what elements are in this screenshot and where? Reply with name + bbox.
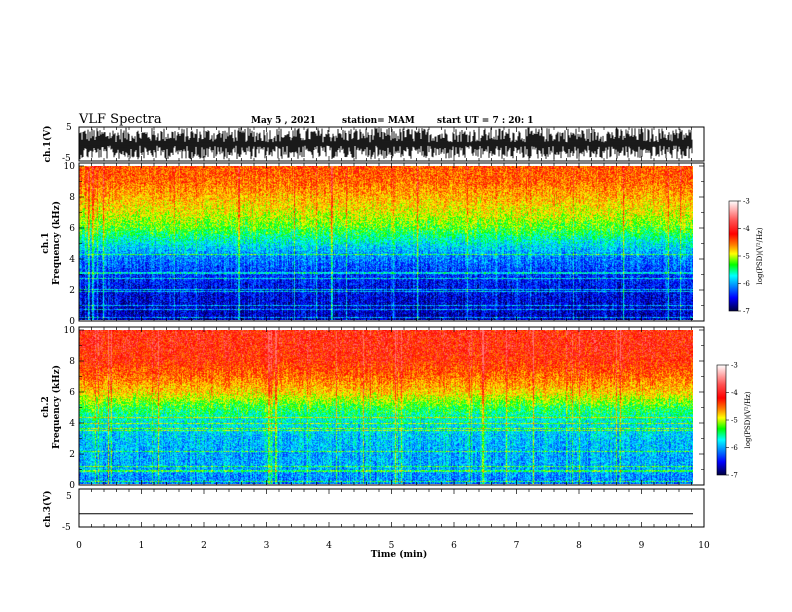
y-tick-label: 4 <box>69 255 75 265</box>
station-label: station= MAM <box>342 116 415 126</box>
y-tick-label: 10 <box>64 326 76 336</box>
colorbar-tick-label: -4 <box>743 225 750 233</box>
colorbar-tick-label: -7 <box>731 472 738 480</box>
ch2-spectrogram-panel: 0 2 4 6 8 10 ch.2 Frequency (kHz) <box>41 326 705 491</box>
ch1-waveform-ylabel: ch.1(V) <box>42 126 53 163</box>
ch3-waveform-ylabel: ch.3(V) <box>42 491 53 528</box>
colorbar-tick-label: -7 <box>743 308 750 316</box>
x-tick-label: 9 <box>639 541 645 551</box>
ch3-waveform-frame <box>78 488 705 528</box>
time-axis-ticks <box>78 127 705 527</box>
time-axis-title: Time (min) <box>371 549 428 560</box>
x-tick-label: 4 <box>326 541 332 551</box>
x-tick-label: 3 <box>264 541 270 551</box>
x-tick-label: 8 <box>576 541 582 551</box>
colorbar-tick-label: -6 <box>731 444 738 452</box>
date-label: May 5 , 2021 <box>251 116 316 126</box>
ch1-colorbar-ticks: -3 -4 -5 -6 -7 <box>738 198 750 316</box>
ch1-colorbar-gradient <box>729 201 738 311</box>
colorbar-tick-label: -3 <box>743 198 750 206</box>
y-tick-label: 6 <box>69 388 75 398</box>
colorbar-tick-label: -3 <box>731 362 738 370</box>
ch1-spectrogram-ylabel-channel: ch.1 <box>41 232 51 253</box>
y-tick-label: 4 <box>69 419 75 429</box>
ch2-spectrogram-image <box>79 330 693 484</box>
ch2-colorbar: -3 -4 -5 -6 -7 log(PSD)(V²/Hz) <box>716 362 752 480</box>
ch2-spectrogram-yticks: 0 2 4 6 8 10 <box>64 326 704 491</box>
ch1-ytick-top: 5 <box>66 123 72 133</box>
time-axis-labels: 0 1 2 3 4 5 6 7 8 9 10 <box>76 541 710 551</box>
ch1-colorbar: -3 -4 -5 -6 -7 log(PSD)(V²/Hz) <box>728 198 764 316</box>
ch2-colorbar-label: log(PSD)(V²/Hz) <box>744 391 752 448</box>
ch1-spectrogram-panel: 0 2 4 6 8 10 ch.1 Frequency (kHz) <box>41 162 705 327</box>
figure-title: VLF Spectra <box>78 112 162 127</box>
y-tick-label: 6 <box>69 224 75 234</box>
y-tick-label: 8 <box>69 357 75 367</box>
colorbar-tick-label: -4 <box>731 389 738 397</box>
ch1-colorbar-label: log(PSD)(V²/Hz) <box>756 227 764 284</box>
ch1-ytick-bottom: -5 <box>62 154 71 164</box>
colorbar-tick-label: -6 <box>743 280 750 288</box>
ch1-waveform-panel: 5 -5 ch.1(V) <box>42 123 705 164</box>
y-tick-label: 2 <box>69 450 75 460</box>
ch2-spectrogram-ylabel-freq: Frequency (kHz) <box>51 365 62 449</box>
ch2-spectrogram-ylabel-channel: ch.2 <box>41 396 51 417</box>
ch1-spectrogram-ylabel-freq: Frequency (kHz) <box>51 201 62 285</box>
start-time-label: start UT = 7 : 20: 1 <box>437 116 534 126</box>
y-tick-label: 0 <box>69 317 75 327</box>
x-tick-label: 1 <box>139 541 145 551</box>
y-tick-label: 10 <box>64 162 76 172</box>
x-tick-label: 0 <box>76 541 82 551</box>
x-tick-label: 5 <box>389 541 395 551</box>
colorbar-tick-label: -5 <box>731 417 738 425</box>
ch3-ytick-top: 5 <box>66 492 72 502</box>
ch1-waveform-trace <box>78 127 693 160</box>
y-tick-label: 2 <box>69 286 75 296</box>
ch2-colorbar-gradient <box>717 365 726 475</box>
ch1-spectrogram-image <box>79 166 693 320</box>
ch1-waveform-path <box>78 127 693 160</box>
x-tick-label: 6 <box>451 541 457 551</box>
x-tick-label: 2 <box>201 541 207 551</box>
y-tick-label: 0 <box>69 481 75 491</box>
x-tick-label: 7 <box>514 541 520 551</box>
ch1-spectrogram-yticks: 0 2 4 6 8 10 <box>64 162 704 327</box>
y-tick-label: 8 <box>69 193 75 203</box>
ch3-ytick-bottom: -5 <box>62 523 71 533</box>
x-tick-label: 10 <box>698 541 710 551</box>
ch2-colorbar-ticks: -3 -4 -5 -6 -7 <box>726 362 738 480</box>
colorbar-tick-label: -5 <box>743 253 750 261</box>
